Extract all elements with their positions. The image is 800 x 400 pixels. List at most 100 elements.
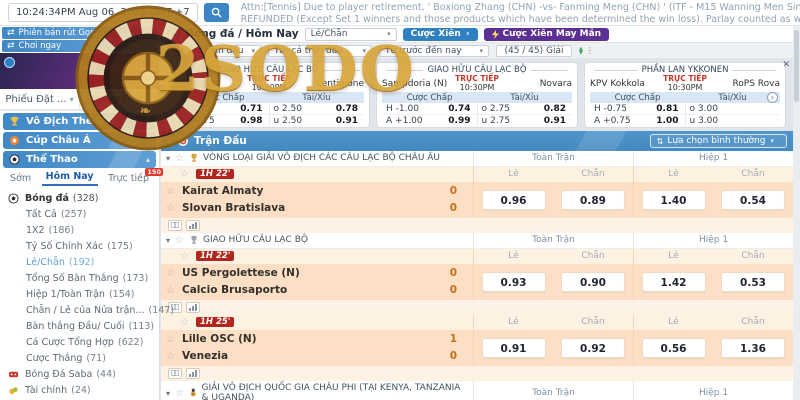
panel-league: GIAO HỮU CÂU LẠC BỘ — [427, 65, 527, 75]
star-icon[interactable]: ☆ — [180, 316, 189, 328]
odds-ft-even[interactable]: 0.89 — [561, 189, 625, 210]
odds-h1-odd[interactable]: 0.56 — [641, 337, 706, 358]
star-icon[interactable]: ☆ — [166, 333, 175, 345]
over-under-header: Tài/Xỉu › — [685, 92, 780, 103]
odds-h1-even[interactable]: 1.36 — [721, 337, 785, 358]
item-label: Bóng Đá Saba — [25, 368, 93, 380]
star-icon[interactable]: ☆ — [166, 202, 175, 214]
league-header[interactable]: ▾ ☆ VÒNG LOẠI GIẢI VÔ ĐỊCH CÁC CÂU LẠC B… — [161, 151, 793, 167]
star-icon[interactable]: ☆ — [166, 284, 175, 296]
sidebar-item-correct-score[interactable]: Tỷ Số Chính Xác (175) — [0, 238, 159, 254]
sidebar-item-first-last-goal[interactable]: Bàn thắng Đầu/ Cuối (113) — [0, 318, 159, 334]
chevron-down-icon[interactable]: ▾ — [166, 388, 171, 398]
column-first-half: Hiệp 1 — [633, 151, 793, 166]
match-filter-select[interactable]: Bộ lọc trận đấu ▾ — [169, 44, 261, 57]
swap-icon: ⇄ — [7, 28, 15, 38]
pitch-view-button[interactable] — [168, 219, 182, 231]
odds-ft-odd[interactable]: 0.91 — [481, 337, 546, 358]
accordion-asian-cup[interactable]: Cúp Châu Á ▾ — [3, 132, 156, 149]
odds-ft-even[interactable]: 0.92 — [561, 337, 625, 358]
pitch-view-button[interactable] — [168, 367, 182, 379]
odds-h1-even[interactable]: 0.53 — [721, 271, 785, 292]
odds-ft-even[interactable]: 0.90 — [561, 271, 625, 292]
tab-bet-slip[interactable]: Phiếu Đặt ... ▾ — [0, 89, 79, 109]
sidebar-item-saba-football[interactable]: Bóng Đá Saba (44) — [0, 366, 159, 382]
chevron-down-icon[interactable]: ▾ — [166, 235, 171, 245]
compact-version-toggle[interactable]: ⇄ Phiên bản rút Gọn — [2, 27, 157, 39]
star-icon[interactable]: ☆ — [180, 250, 189, 262]
sort-icon: ⇅ — [656, 136, 664, 146]
sidebar-item-finance[interactable]: Tài chính (24) — [0, 382, 159, 398]
sidebar-item-all[interactable]: Tất Cả (257) — [0, 206, 159, 222]
lucky-parlay-button[interactable]: Cược Xiên May Mắn — [483, 27, 610, 41]
view-mode-select[interactable]: ⇅ Lựa chọn bình thường ▾ — [649, 134, 787, 148]
marquee-line-1: Attn:[Tennis] Due to player retirement, … — [240, 2, 800, 13]
tab-early[interactable]: Sớm — [6, 173, 35, 186]
over-under-cell[interactable]: u 2.50 0.91 — [268, 116, 365, 126]
match-scope-select[interactable]: Tất cả trận đấu ▾ — [268, 44, 372, 57]
star-icon[interactable]: ☆ — [166, 185, 175, 197]
over-under-cell[interactable]: o 2.75 0.82 — [476, 103, 573, 114]
league-header[interactable]: ▾ ☆ GIẢI VÔ ĐỊCH QUỐC GIA CHÂU PHI (TẠI … — [161, 380, 793, 400]
handicap-cell[interactable]: H -0.75 0.81 — [594, 103, 679, 114]
odds-ft-odd[interactable]: 0.93 — [481, 271, 546, 292]
chevron-down-icon[interactable]: ▾ — [167, 136, 172, 146]
more-markets-button[interactable]: › — [767, 92, 778, 103]
sidebar-item-ht-ft[interactable]: Hiệp 1/Toàn Trận (154) — [0, 286, 159, 302]
star-icon[interactable]: ☆ — [166, 267, 175, 279]
panel-home-team: Sampdoria (N) — [382, 78, 448, 89]
odds-h1-even[interactable]: 0.54 — [721, 189, 785, 210]
tab-live[interactable]: Trực tiếp 150 — [104, 168, 163, 186]
star-icon[interactable]: ☆ — [180, 168, 189, 180]
sidebar-item-odd-even[interactable]: Lẻ/Chẵn (192) — [0, 254, 159, 270]
tab-bet-board[interactable]: Bảng Cược — [79, 89, 159, 109]
league-header[interactable]: ▾ ☆ GIAO HỮU CÂU LẠC BỘ Toàn Trận Hiệp 1 — [161, 232, 793, 249]
odds-h1-odd[interactable]: 1.40 — [641, 189, 706, 210]
odds-h1-odd[interactable]: 1.42 — [641, 271, 706, 292]
star-icon[interactable]: ☆ — [175, 234, 184, 246]
parlay-button[interactable]: Cược Xiên › — [402, 27, 478, 41]
search-button[interactable] — [203, 3, 229, 22]
sort-control[interactable]: ▲ ▼ ⋮ — [579, 46, 594, 55]
close-icon[interactable]: ✕ — [782, 60, 790, 70]
time-range-select[interactable]: Từ trước đến nay ▾ — [379, 44, 489, 57]
accordion-world-championship[interactable]: Vô Địch Thế Giới ▾ — [3, 113, 156, 130]
banner-title: Hot streamer — [79, 62, 154, 73]
column-full-time: Toàn Trận — [473, 151, 633, 166]
over-under-cell[interactable]: u 2.75 0.91 — [476, 116, 573, 126]
select-value: Từ trước đến nay — [385, 45, 462, 56]
odds-ft-odd[interactable]: 0.96 — [481, 189, 546, 210]
handicap-cell[interactable]: A +0.75 0.98 — [178, 116, 263, 126]
over-under-cell[interactable]: o 2.50 0.78 — [268, 103, 365, 114]
league-count-box[interactable]: (45 / 45) Giải — [496, 44, 572, 57]
stats-button[interactable] — [186, 219, 200, 231]
over-under-cell[interactable]: u 3.00 — [684, 116, 781, 126]
tab-today[interactable]: Hôm Nay — [41, 171, 98, 186]
sidebar-item-football[interactable]: Bóng đá (328) — [0, 190, 159, 206]
promo-banner[interactable]: Hot streamer ▣ — [0, 53, 159, 89]
sidebar-item-total-goals[interactable]: Tổng Số Bàn Thắng (173) — [0, 270, 159, 286]
pitch-view-button[interactable] — [168, 301, 182, 313]
quick-play-toggle[interactable]: ⇄ Chơi ngay — [2, 40, 157, 52]
scrollbar-track[interactable] — [793, 26, 800, 400]
scrollbar-thumb[interactable] — [794, 30, 799, 102]
handicap-cell[interactable]: A +0.75 1.00 — [594, 116, 679, 126]
handicap-cell[interactable]: H -0.75 0.71 — [178, 103, 263, 114]
handicap-cell[interactable]: A +1.00 0.99 — [386, 116, 471, 126]
odd-even-select[interactable]: Lẻ/Chẵn ▾ — [304, 27, 397, 41]
handicap-cell[interactable]: H -1.00 0.74 — [386, 103, 471, 114]
star-icon[interactable]: ☆ — [166, 350, 175, 362]
tab-label: Trực tiếp — [108, 173, 149, 184]
over-under-cell[interactable]: o 3.00 — [684, 103, 781, 114]
sidebar-item-outright[interactable]: Cược Thắng (71) — [0, 350, 159, 366]
sidebar-item-half-odd-even[interactable]: Chẵn / Lẻ của Nửa trận... (147) — [0, 302, 174, 318]
stats-button[interactable] — [186, 301, 200, 313]
sidebar-item-mix-parlay[interactable]: Cá Cược Tổng Hợp (622) — [0, 334, 159, 350]
star-icon[interactable]: ☆ — [175, 152, 184, 164]
star-icon[interactable]: ☆ — [175, 387, 184, 399]
accordion-sports[interactable]: Thể Thao ▴ — [3, 151, 156, 168]
chevron-down-icon[interactable]: ▾ — [166, 153, 171, 163]
sidebar-item-1x2[interactable]: 1X2 (186) — [0, 222, 159, 238]
stats-button[interactable] — [186, 367, 200, 379]
match-sub-header: ☆ 1H 22' Lẻ Chẵn Lẻ Chẵn — [161, 248, 793, 264]
